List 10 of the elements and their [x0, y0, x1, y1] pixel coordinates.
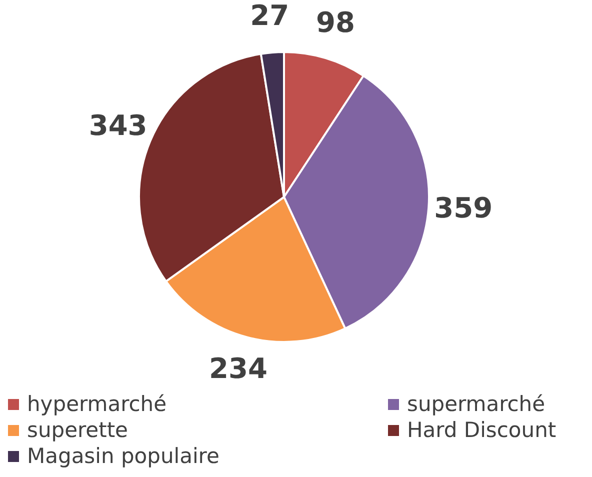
data-label: 98 [316, 6, 355, 39]
data-label: 359 [434, 191, 493, 224]
data-label: 27 [250, 0, 290, 32]
data-label: 234 [208, 352, 268, 386]
data-label: 343 [88, 109, 148, 142]
legend-label: Hard Discount [407, 418, 556, 442]
legend-label: Magasin populaire [27, 444, 220, 468]
legend-label: supermarché [407, 392, 546, 416]
legend-label: superette [27, 418, 128, 442]
legend-label: hypermarché [27, 392, 167, 416]
